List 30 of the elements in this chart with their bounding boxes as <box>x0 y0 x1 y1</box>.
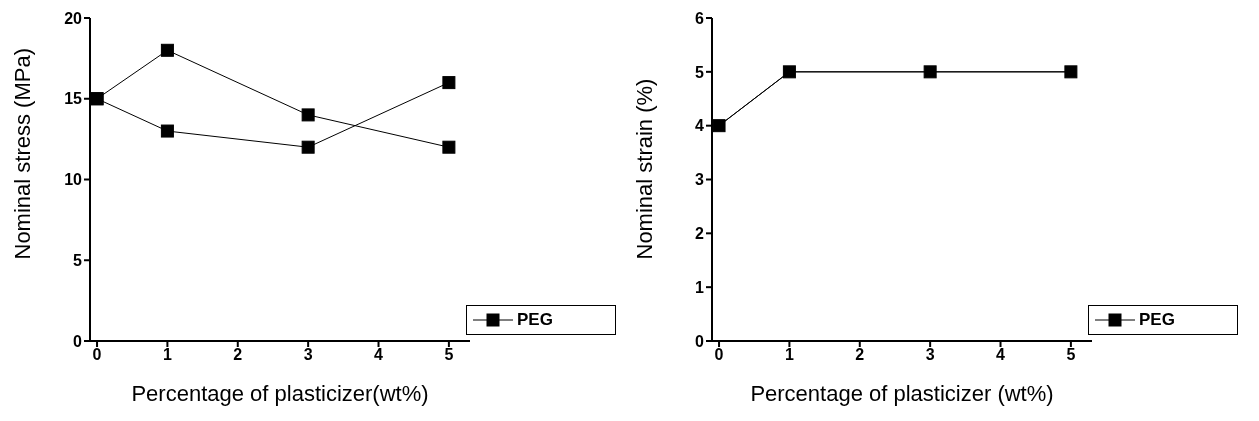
y-axis-title: Nominal stress (MPa) <box>9 48 35 260</box>
legend-label: PEG <box>1139 310 1175 330</box>
x-axis-title: Percentage of plasticizer (wt%) <box>750 381 1054 406</box>
y-tick-label: 5 <box>695 63 705 81</box>
y-tick-label: 15 <box>64 90 83 108</box>
y-tick-label: 10 <box>64 171 83 189</box>
x-tick-label: 4 <box>996 346 1006 364</box>
x-axis-title: Percentage of plasticizer(wt%) <box>131 381 429 406</box>
x-tick-label: 1 <box>784 346 794 364</box>
x-tick-label: 1 <box>162 346 172 364</box>
x-tick-label: 4 <box>374 346 384 364</box>
x-tick-label: 5 <box>1066 346 1076 364</box>
y-tick-label: 6 <box>695 9 705 27</box>
x-tick-label: 3 <box>925 346 935 364</box>
x-tick-label: 2 <box>855 346 865 364</box>
x-tick-label: 0 <box>92 346 102 364</box>
y-tick-label: 5 <box>73 251 83 269</box>
x-tick-label: 3 <box>303 346 313 364</box>
x-tick-label: 2 <box>233 346 243 364</box>
y-tick-label: 0 <box>695 332 705 350</box>
legend-label: PEG <box>517 310 553 330</box>
y-tick-label: 4 <box>695 117 705 135</box>
y-tick-label: 0 <box>73 332 83 350</box>
y-tick-label: 20 <box>64 9 83 27</box>
x-tick-label: 0 <box>714 346 724 364</box>
y-tick-label: 1 <box>695 278 705 296</box>
y-tick-label: 3 <box>695 171 705 189</box>
y-tick-label: 2 <box>695 225 705 243</box>
x-tick-label: 5 <box>444 346 454 364</box>
y-axis-title: Nominal strain (%) <box>631 78 657 260</box>
